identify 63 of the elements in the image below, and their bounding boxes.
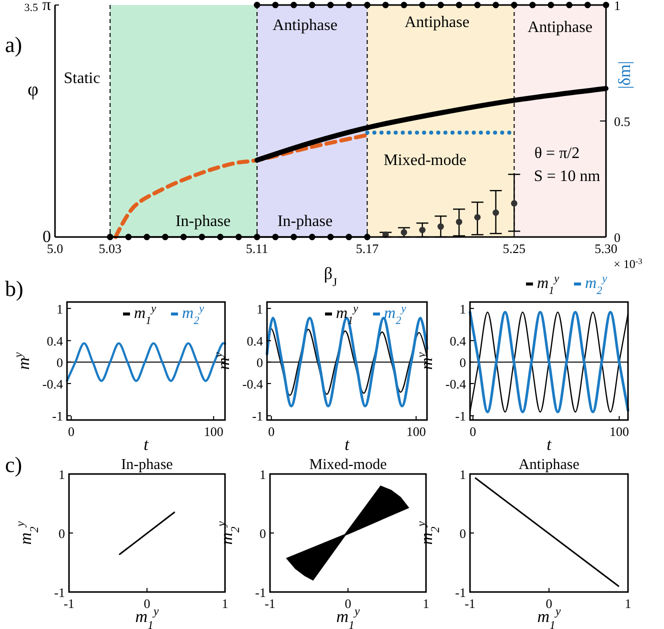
x-tick-label: 1 xyxy=(624,596,632,611)
y2-axis-title: |δm| xyxy=(615,60,634,90)
y2-tick-label: 1 xyxy=(614,0,620,13)
y-tick-label: 0.4 xyxy=(46,334,64,349)
x-tick-label: 1 xyxy=(422,596,430,611)
annotation: θ = π/2 xyxy=(534,145,580,162)
chart-title: Mixed-mode xyxy=(309,457,388,473)
x-tick-label: 5.0 xyxy=(46,241,64,256)
annotation: Antiphase xyxy=(272,17,338,34)
text: b) xyxy=(5,276,24,301)
y2-tick-label: 0.5 xyxy=(614,114,630,129)
annotation: In-phase xyxy=(277,213,333,230)
y-tick-label: 0 xyxy=(58,526,65,541)
y-tick-label: -1 xyxy=(455,408,466,424)
y-tick-label: -1 xyxy=(54,585,65,600)
x-tick-label: 5.17 xyxy=(356,241,380,256)
y-tick-label: -1 xyxy=(252,408,263,424)
y-tick-label: 0.4 xyxy=(450,334,466,349)
annotation: In-phase xyxy=(175,213,231,230)
text: c) xyxy=(5,452,22,477)
chart-title: Antiphase xyxy=(518,457,580,473)
text: × 10$^{-3}$ xyxy=(614,256,642,271)
y-tick-label: 1 xyxy=(260,467,266,482)
annotation: Antiphase xyxy=(528,19,592,36)
y-tick-label: 0 xyxy=(460,355,466,370)
x-axis-title: t xyxy=(344,435,351,454)
y-tick-label: π xyxy=(42,0,52,14)
x-tick-label: 1 xyxy=(222,596,228,611)
x-axis-title: t xyxy=(144,435,150,454)
x-axis-title: t xyxy=(546,435,553,454)
chart-title: In-phase xyxy=(121,457,174,473)
y-tick-label: -0.4 xyxy=(445,376,466,392)
y-tick-label: 0 xyxy=(256,355,263,370)
x-tick-label: 5.03 xyxy=(98,241,122,256)
x-tick-label: 100 xyxy=(406,424,426,439)
y-tick-label: 0 xyxy=(56,355,63,370)
y-tick-label: 1 xyxy=(460,301,466,316)
annotation: Mixed-mode xyxy=(384,152,466,169)
y-tick-label: -0.4 xyxy=(42,376,64,392)
y-axis-title: φ xyxy=(28,80,39,101)
y-tick-label: -0.4 xyxy=(242,376,264,392)
x-tick-label: 100 xyxy=(609,424,629,439)
annotation: S = 10 nm xyxy=(534,168,601,185)
y-tick-label: 1 xyxy=(58,467,65,482)
y-tick-label: 0 xyxy=(460,526,466,541)
x-tick-label: 0 xyxy=(68,424,75,439)
x-tick-label: 5.25 xyxy=(502,241,526,256)
x-axis-title: β$_{J}$ xyxy=(324,264,338,289)
text: a) xyxy=(5,32,22,57)
y-tick-label: 0.4 xyxy=(246,334,264,349)
y-tick-label: -1 xyxy=(455,585,466,600)
y-tick-label: -1 xyxy=(52,408,63,424)
x-tick-label: 5.11 xyxy=(246,241,268,256)
text: 3.5 xyxy=(24,2,38,14)
annotation: Antiphase xyxy=(404,14,470,31)
y-tick-label: 1 xyxy=(460,467,466,482)
x-tick-label: 100 xyxy=(204,424,224,439)
x-tick-label: 0 xyxy=(470,424,476,439)
y-tick-label: 0 xyxy=(260,526,266,541)
y-tick-label: 1 xyxy=(56,301,63,316)
y-tick-label: 1 xyxy=(256,301,263,316)
annotation: Static xyxy=(64,70,100,87)
y-tick-label: -1 xyxy=(255,585,266,600)
